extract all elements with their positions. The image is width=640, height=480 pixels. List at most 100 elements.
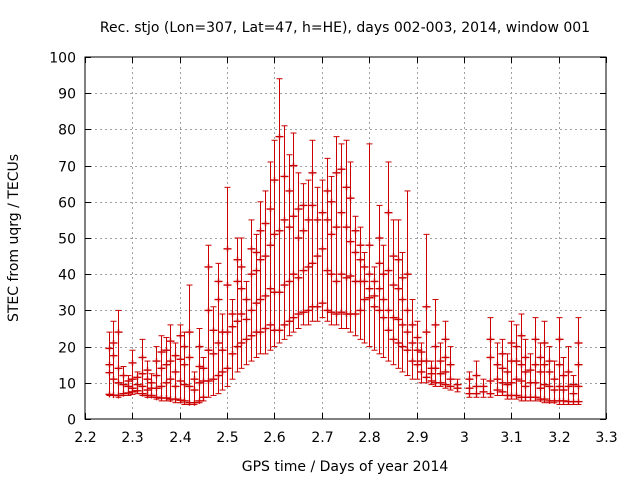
error-bar-group: [384, 161, 393, 362]
error-bar-group: [119, 366, 128, 397]
error-bar-group: [540, 320, 549, 404]
error-bar-group: [190, 371, 199, 406]
y-tick-label: 100: [49, 51, 76, 67]
error-bar-group: [550, 360, 559, 404]
y-tick-label: 60: [58, 196, 76, 212]
error-bar-group: [375, 204, 384, 355]
error-bar-group: [289, 132, 298, 333]
error-bar-group: [256, 201, 265, 355]
error-bar-group: [242, 280, 251, 366]
error-bar-group: [152, 346, 161, 401]
error-bar-group: [176, 324, 185, 404]
error-bar-group: [498, 338, 507, 396]
error-bar-group: [147, 373, 156, 399]
x-tick-label: 3: [460, 430, 469, 446]
error-bar-group: [318, 179, 327, 319]
error-bar-group: [299, 183, 308, 326]
error-bar-group: [493, 342, 502, 396]
x-tick-label: 2.7: [311, 430, 333, 446]
error-bar-group: [199, 356, 208, 402]
y-tick-label: 30: [58, 304, 76, 320]
y-tick-label: 10: [58, 377, 76, 393]
y-tick-label: 80: [58, 123, 76, 139]
error-bar-group: [247, 219, 256, 362]
error-bar-group: [431, 299, 440, 387]
error-bar-group: [574, 317, 583, 406]
error-bar-group: [105, 331, 114, 398]
error-bar-group: [275, 78, 284, 344]
error-bar-group: [313, 186, 322, 322]
error-bar-group: [521, 338, 530, 402]
error-bar-group: [332, 136, 341, 326]
error-bar-group: [436, 342, 445, 387]
error-bar-group: [507, 320, 516, 400]
error-bar-group: [128, 349, 137, 395]
error-bar-group: [195, 328, 204, 404]
error-bar-group: [536, 342, 545, 403]
error-bar-group: [285, 154, 294, 337]
error-bar-group: [337, 143, 346, 329]
error-bar-group: [209, 306, 218, 396]
error-bar-group: [266, 161, 275, 351]
error-bar-group: [233, 237, 242, 373]
error-bar-group: [408, 299, 417, 380]
error-bar-group: [389, 219, 398, 366]
error-bar-group: [323, 157, 332, 322]
error-bar-group: [526, 353, 535, 402]
error-bar-group: [486, 317, 495, 398]
x-tick-label: 2.3: [121, 430, 143, 446]
x-tick-label: 2.9: [406, 430, 428, 446]
x-tick-label: 3.1: [500, 430, 522, 446]
error-bar-group: [252, 233, 261, 358]
x-axis-label: GPS time / Days of year 2014: [242, 459, 449, 475]
error-bar-group: [351, 215, 360, 337]
error-bar-group: [417, 342, 426, 384]
x-tick-label: 2.4: [169, 430, 191, 446]
error-bar-group: [143, 360, 152, 399]
error-bar-group: [465, 371, 474, 398]
error-bar-group: [531, 317, 540, 402]
y-tick-label: 20: [58, 341, 76, 357]
error-bar-group: [479, 378, 488, 398]
x-tick-label: 2.6: [263, 430, 285, 446]
error-bar-group: [304, 179, 313, 326]
x-tick-label: 2.8: [358, 430, 380, 446]
error-bar-group: [379, 244, 388, 358]
error-bar-group: [218, 313, 227, 391]
x-tick-label: 2.5: [216, 430, 238, 446]
error-bar-group: [214, 262, 223, 395]
error-bar-group: [398, 251, 407, 373]
error-bar-group: [422, 233, 431, 384]
error-bar-group: [204, 244, 213, 398]
error-bar-group: [441, 320, 450, 389]
error-bar-group: [427, 360, 436, 386]
error-bar-group: [394, 219, 403, 369]
x-tick-label: 2.2: [74, 430, 96, 446]
error-bar-group: [356, 226, 365, 340]
error-bar-group: [223, 186, 232, 387]
data-layer: [105, 78, 583, 406]
error-bar-group: [472, 360, 481, 398]
error-bar-group: [569, 375, 578, 406]
error-bar-group: [294, 172, 303, 329]
tick-layer: 2.2 2.3 2.4 2.5 2.6 2.7 2.8 2.9 3 3.1 3.2 3.3 0 10 20 3…: [49, 51, 617, 447]
y-tick-label: 40: [58, 268, 76, 284]
error-bar-group: [453, 378, 462, 393]
error-bar-group: [280, 125, 289, 340]
error-bar-group: [166, 324, 175, 403]
y-tick-label: 50: [58, 232, 76, 248]
error-bar-group: [138, 338, 147, 397]
error-bar-group: [365, 143, 374, 348]
x-tick-label: 3.3: [595, 430, 617, 446]
error-bar-group: [133, 371, 142, 395]
chart-title: Rec. stjo (Lon=307, Lat=47, h=HE), days …: [100, 20, 590, 36]
error-bar-group: [370, 266, 379, 351]
error-bar-group: [180, 331, 189, 406]
error-bar-group: [171, 342, 180, 404]
error-bar-group: [512, 324, 521, 400]
error-bar-group: [360, 251, 369, 344]
error-bar-group: [228, 299, 237, 380]
y-axis-label: STEC from uqrg / TECUs: [6, 154, 22, 322]
y-tick-label: 90: [58, 87, 76, 103]
